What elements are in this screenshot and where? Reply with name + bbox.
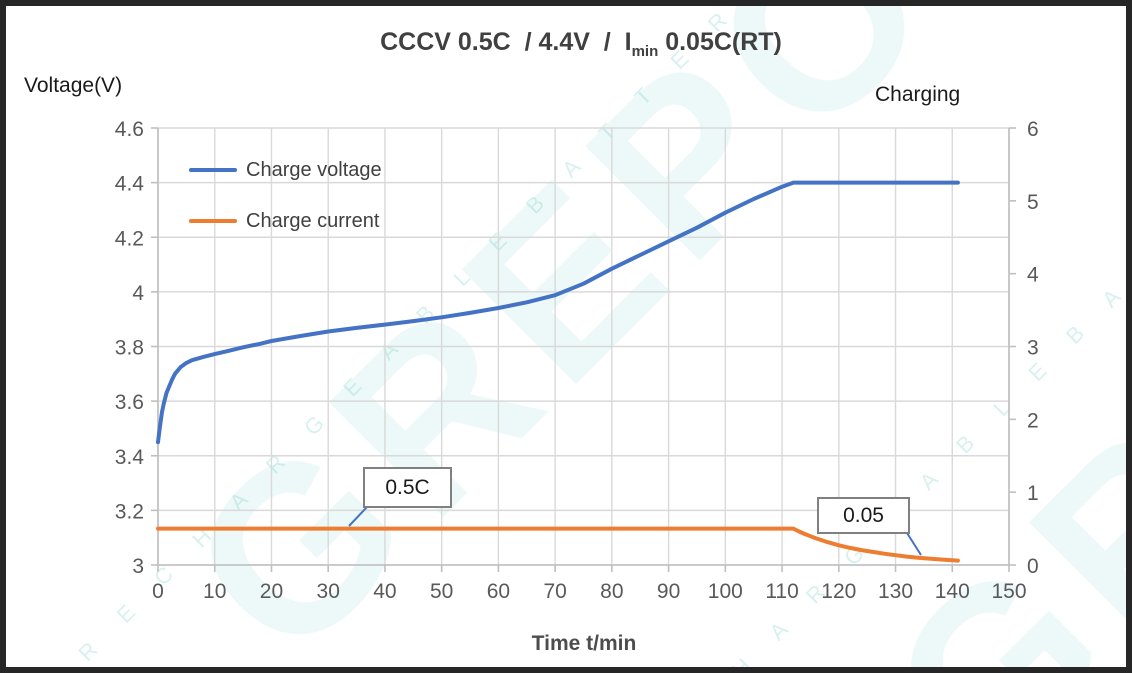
x-axis-tick-label: 100 [708,580,743,603]
right-axis-tick-label: 6 [1027,118,1039,141]
annotation-0.5C: 0.5C [363,467,452,508]
chart-title-prefix: CCCV 0.5C / 4.4V / I [380,28,632,56]
x-axis-tick-label: 10 [203,580,226,603]
x-axis-title: Time t/min [531,632,637,655]
right-axis-title: Charging [875,83,961,106]
x-axis-tick-label: 150 [991,580,1026,603]
chart-title-suffix: 0.05C(RT) [658,28,782,56]
left-axis-tick-label: 4.2 [115,227,144,250]
current-legend-label: Charge current [246,209,380,232]
left-axis-tick-label: 4.6 [115,118,144,141]
left-axis-tick-label: 4 [132,282,144,305]
x-axis-tick-label: 120 [821,580,856,603]
x-axis-tick-label: 30 [317,580,340,603]
x-axis-tick-label: 90 [657,580,680,603]
annotation-leader-line-0 [348,506,368,527]
right-axis-tick-label: 4 [1027,264,1039,287]
x-axis-tick-label: 140 [935,580,970,603]
voltage-legend-label: Charge voltage [246,158,382,181]
x-axis-tick-label: 80 [600,580,623,603]
right-axis-tick-label: 5 [1027,191,1039,214]
left-axis-tick-label: 3.6 [115,391,144,414]
x-axis-tick-label: 130 [878,580,913,603]
left-axis-tick-label: 3.8 [115,337,144,360]
current-legend-line-swatch [189,219,237,223]
x-axis-tick-label: 20 [260,580,283,603]
annotation-0.05: 0.05 [817,497,910,534]
left-axis-tick-label: 3.4 [115,446,145,469]
legend-item-charge-current[interactable]: Charge current [189,207,379,235]
chart-title: CCCV 0.5C / 4.4V / Imin 0.05C(RT) [30,28,1132,60]
x-axis-tick-label: 70 [543,580,566,603]
right-axis-tick-label: 3 [1027,337,1039,360]
charge-current-curve [156,526,960,563]
left-axis-tick-label: 3 [132,555,144,578]
left-axis-tick-label: 4.4 [115,173,145,196]
x-axis-tick-label: 60 [487,580,510,603]
right-axis-tick-label: 2 [1027,409,1039,432]
right-axis-tick-label: 0 [1027,555,1039,578]
x-axis-tick-label: 0 [152,580,164,603]
charge-voltage-curve [156,180,960,445]
x-axis-tick-label: 110 [765,580,798,603]
annotation-leader-line-1 [906,532,922,556]
chart-title-subscript: min [631,43,659,60]
x-axis-tick-label: 40 [373,580,396,603]
x-axis-tick-label: 50 [430,580,453,603]
legend-item-charge-voltage[interactable]: Charge voltage [189,156,382,184]
voltage-legend-line-swatch [189,168,237,172]
right-axis-tick-label: 1 [1027,482,1039,505]
left-axis-title: Voltage(V) [24,74,123,97]
left-axis-tick-label: 3.2 [115,500,144,523]
